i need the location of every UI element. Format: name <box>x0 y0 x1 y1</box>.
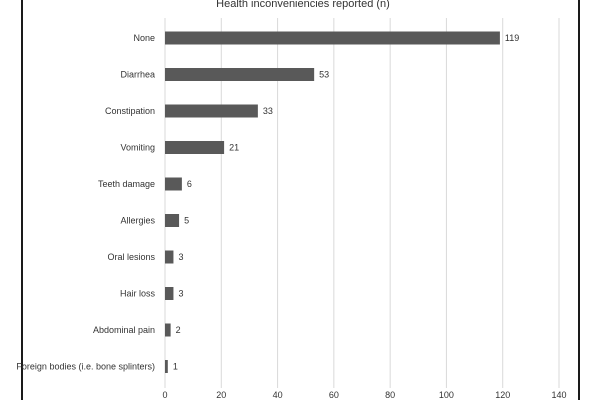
value-label: 3 <box>178 252 183 262</box>
bar <box>165 68 315 81</box>
value-label: 5 <box>184 216 189 226</box>
value-label: 53 <box>319 70 329 80</box>
x-tick-label: 120 <box>495 390 510 400</box>
bar <box>165 287 174 300</box>
chart-title: Health inconveniencies reported (n) <box>216 0 390 10</box>
bar <box>165 31 500 45</box>
category-label: Diarrhea <box>120 70 155 80</box>
bars <box>165 31 500 373</box>
category-label: None <box>133 33 155 43</box>
value-label: 1 <box>173 362 178 372</box>
bar <box>165 323 171 337</box>
value-label: 2 <box>176 325 181 335</box>
category-label: Teeth damage <box>98 179 155 189</box>
x-tick-label: 80 <box>385 390 395 400</box>
bar <box>165 104 258 118</box>
bar <box>165 214 180 227</box>
x-tick-label: 0 <box>162 390 167 400</box>
gridlines <box>164 18 560 388</box>
bar <box>165 250 174 264</box>
x-tick-label: 100 <box>439 390 454 400</box>
category-label: Foreign bodies (i.e. bone splinters) <box>16 362 155 372</box>
category-label: Abdominal pain <box>93 325 155 335</box>
value-label: 21 <box>229 143 239 153</box>
category-labels: None Diarrhea Constipation Vomiting Teeth da… <box>16 33 155 372</box>
category-label: Oral lesions <box>107 252 155 262</box>
category-label: Constipation <box>105 106 155 116</box>
category-label: Vomiting <box>120 143 155 153</box>
x-tick-label: 20 <box>216 390 226 400</box>
value-label: 33 <box>263 106 273 116</box>
x-tick-labels: 0 20 40 60 80 100 120 140 <box>162 390 566 400</box>
category-label: Hair loss <box>120 289 156 299</box>
value-label: 119 <box>505 33 519 43</box>
frame-edge-left <box>21 0 23 400</box>
bar <box>165 141 225 154</box>
x-tick-label: 60 <box>329 390 339 400</box>
value-label: 3 <box>178 289 183 299</box>
x-tick-label: 140 <box>551 390 566 400</box>
value-label: 6 <box>187 179 192 189</box>
bar <box>165 177 182 191</box>
frame-edge-right <box>578 0 580 400</box>
bar <box>165 360 168 373</box>
x-tick-label: 40 <box>273 390 283 400</box>
category-label: Allergies <box>120 216 155 226</box>
